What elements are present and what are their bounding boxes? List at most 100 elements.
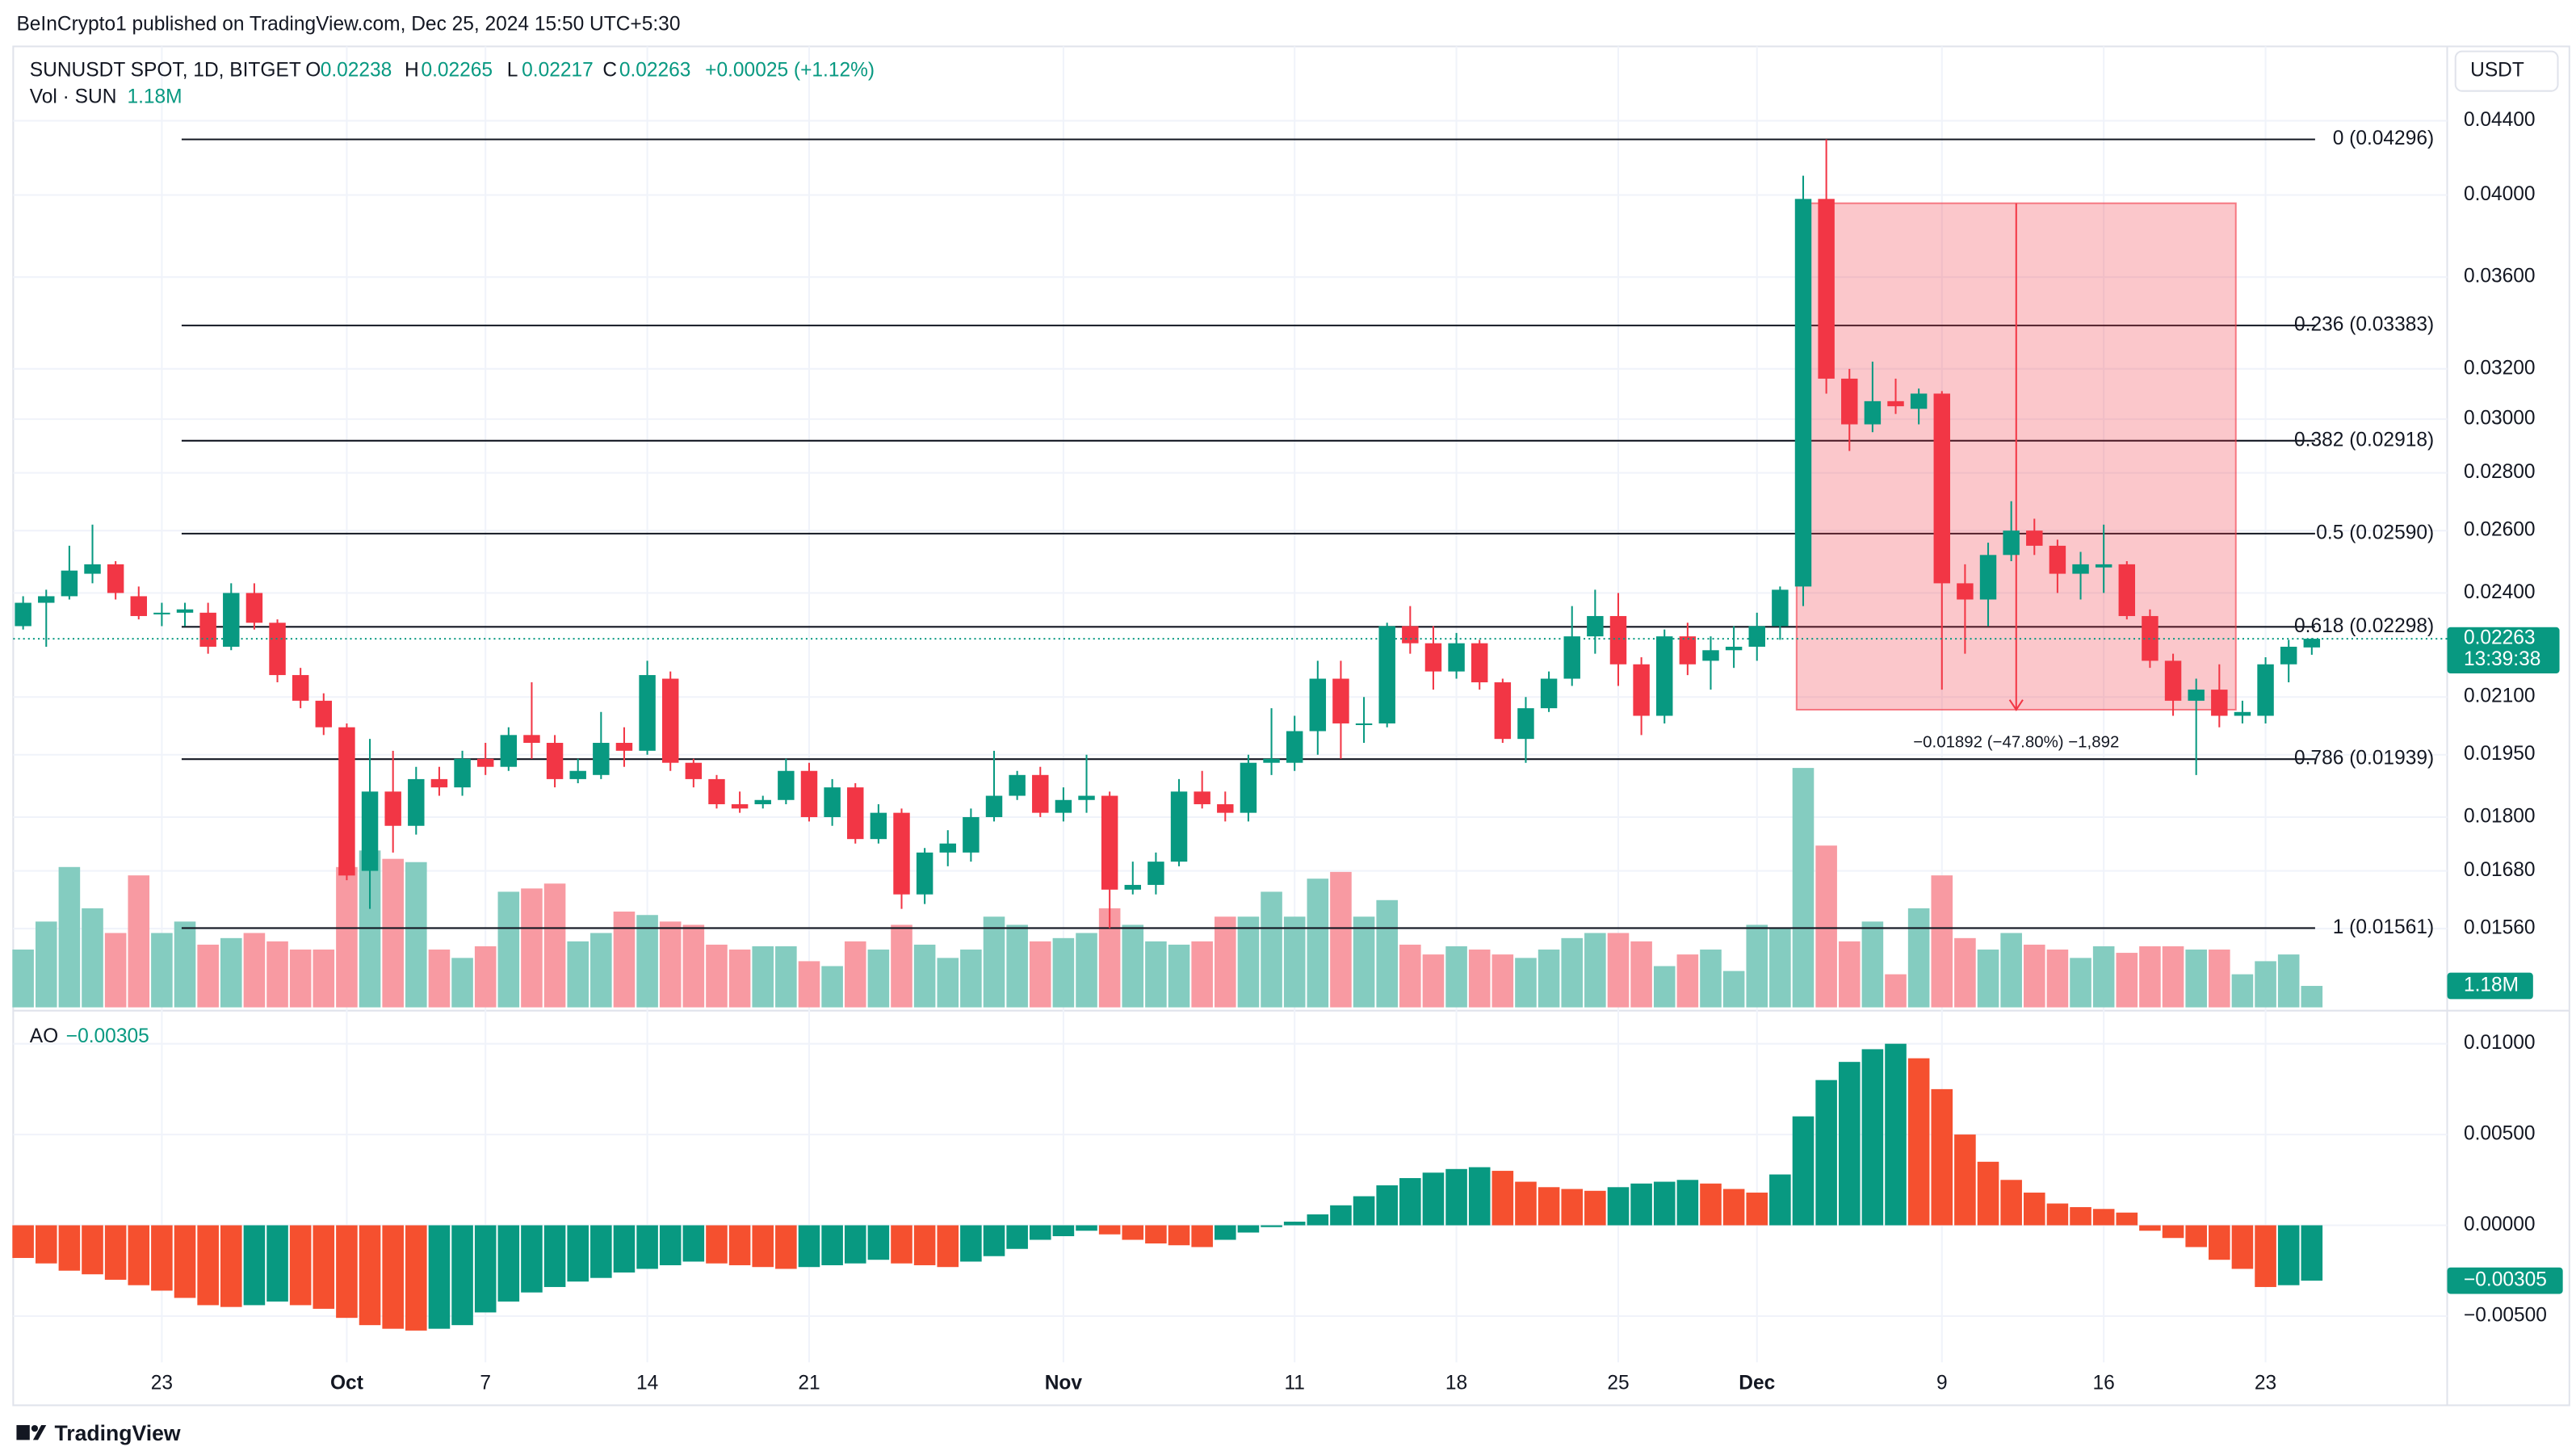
candle-body	[685, 762, 703, 779]
volume-bar	[590, 933, 612, 1008]
volume-bar	[1515, 958, 1537, 1008]
volume-bar	[2185, 950, 2207, 1008]
ao-bar	[983, 1225, 1005, 1256]
candle-body	[1910, 393, 1928, 409]
ao-bar	[405, 1225, 427, 1331]
y-tick-label: 0.01680	[2464, 859, 2536, 881]
ao-bar	[336, 1225, 358, 1319]
ao-bar	[2139, 1225, 2161, 1231]
y-tick-label: 0.01950	[2464, 743, 2536, 765]
ao-bar	[104, 1225, 127, 1280]
volume-bar	[1491, 954, 1514, 1008]
legend-o: O	[305, 60, 321, 82]
volume-bar	[2301, 986, 2323, 1008]
volume-bar	[1907, 908, 1930, 1008]
volume-bar	[1445, 946, 1467, 1008]
candle-body	[708, 778, 725, 805]
candle-body	[1794, 199, 1812, 587]
x-tick-label: 14	[636, 1372, 658, 1394]
ao-bar	[2116, 1212, 2138, 1226]
candle-body	[1957, 583, 1974, 600]
ao-bar	[1168, 1225, 1190, 1246]
candle-body	[2211, 690, 2228, 716]
ao-bar	[706, 1225, 728, 1264]
volume-bar	[266, 941, 288, 1008]
ao-bar	[1098, 1225, 1121, 1235]
ao-legend-value: −0.00305	[66, 1025, 149, 1047]
volume-bar	[2046, 950, 2069, 1008]
volume-bar	[1145, 941, 1167, 1008]
volume-bar	[2139, 946, 2161, 1008]
volume-bar	[128, 875, 150, 1008]
price-tag-value: 0.02263	[2464, 627, 2536, 649]
volume-bar	[1722, 971, 1745, 1008]
fib-label: 0.236 (0.03383)	[2294, 314, 2434, 336]
ao-bar	[1283, 1222, 1306, 1226]
volume-bar	[1885, 974, 1907, 1008]
volume-bar	[728, 950, 751, 1008]
candle-body	[2164, 660, 2182, 701]
volume-bar	[1538, 950, 1560, 1008]
candle-body	[1217, 804, 1234, 813]
y-tick-label: 0.02600	[2464, 519, 2536, 541]
volume-bar	[58, 866, 81, 1008]
ao-tick-label: −0.00500	[2464, 1304, 2547, 1326]
ao-bar	[913, 1225, 936, 1265]
candle-body	[1725, 646, 1743, 651]
y-tick-label: 0.03600	[2464, 266, 2536, 287]
volume-bar	[220, 937, 242, 1008]
candle-body	[778, 770, 795, 800]
ao-bar	[382, 1225, 404, 1329]
currency-button[interactable]	[2454, 50, 2559, 92]
volume-bar	[1746, 925, 1768, 1008]
candle-body	[107, 564, 124, 593]
volume-bar	[1029, 941, 1051, 1008]
candle-body	[2257, 664, 2274, 716]
candle-body	[1378, 626, 1395, 723]
volume-bar	[1653, 966, 1676, 1008]
ao-bar	[1700, 1183, 1722, 1226]
tv-logo	[16, 1424, 47, 1440]
ao-bar	[2092, 1209, 2115, 1226]
candle-body	[1424, 643, 1442, 672]
ao-bar	[2209, 1225, 2230, 1260]
candle-body	[1540, 678, 1558, 709]
y-tick-label: 0.02800	[2464, 461, 2536, 483]
volume-bar	[243, 933, 266, 1008]
candle-body	[61, 570, 78, 597]
y-tick-label: 0.04400	[2464, 109, 2536, 131]
legend-l-value: 0.02217	[522, 60, 594, 82]
ao-bar	[1676, 1180, 1699, 1226]
candle-body	[939, 843, 956, 853]
volume-bar	[1815, 845, 1837, 1008]
currency-label: USDT	[2470, 60, 2524, 82]
ao-bar	[1607, 1187, 1630, 1226]
volume-bar	[1307, 878, 1329, 1008]
fib-label: 1 (0.01561)	[2333, 916, 2434, 938]
x-tick-label: Oct	[330, 1372, 363, 1394]
ao-bar	[2255, 1225, 2276, 1287]
volume-bar	[1006, 925, 1028, 1008]
ao-bar	[313, 1225, 335, 1309]
candle-body	[1309, 678, 1327, 732]
ao-bar	[1907, 1058, 1930, 1226]
ao-bar	[1353, 1196, 1375, 1226]
volume-bar	[1769, 928, 1791, 1008]
volume-bar	[1191, 941, 1213, 1008]
ao-bar	[2301, 1225, 2323, 1281]
ao-bar	[1145, 1225, 1167, 1243]
ao-bar	[1653, 1181, 1676, 1226]
ao-bar	[2023, 1193, 2045, 1226]
volume-legend: Vol · SUN	[30, 86, 117, 107]
candle-body	[1609, 615, 1627, 665]
ao-bar	[1029, 1225, 1051, 1240]
ao-bar	[359, 1225, 381, 1326]
volume-bar	[775, 946, 797, 1008]
ao-bar	[1261, 1225, 1282, 1227]
ao-bar	[1515, 1181, 1537, 1226]
volume-bar	[197, 944, 219, 1008]
ao-bar	[1538, 1187, 1560, 1226]
volume-bar	[1168, 944, 1190, 1008]
volume-bar	[1676, 954, 1699, 1008]
